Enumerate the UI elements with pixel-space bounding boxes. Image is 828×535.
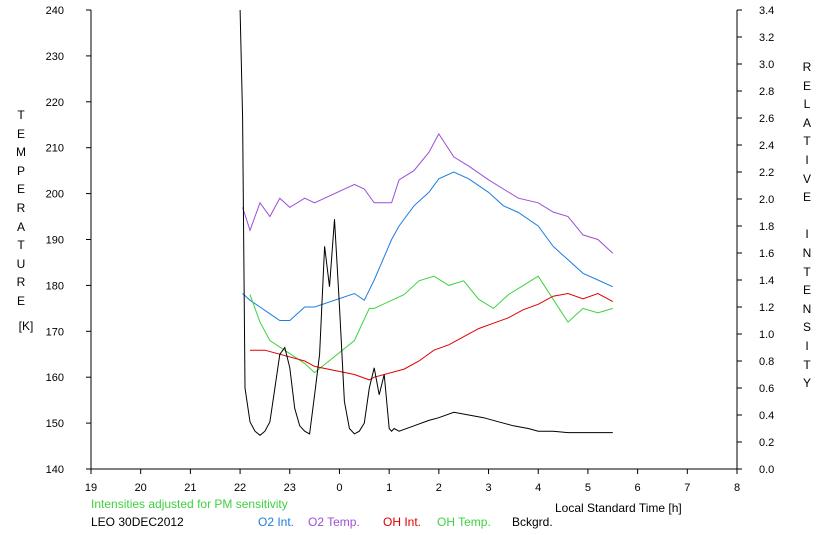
axis-title-letter: E (802, 78, 811, 93)
y-right-tick-label: 1.0 (759, 329, 774, 341)
y-right-tick-label: 1.8 (759, 221, 774, 233)
y-left-tick-label: 190 (46, 235, 64, 247)
axis-title-letter: N (802, 245, 812, 260)
y-right-tick-label: 0.2 (759, 437, 774, 449)
axes: 1401501601701801902002102202302400.00.20… (46, 5, 775, 494)
axis-title-letter: R (802, 60, 812, 74)
axis-title-letter: I (805, 227, 809, 242)
axis-title-letter: T (803, 357, 811, 372)
axis-title-letter: P (16, 163, 25, 178)
x-tick-label: 19 (85, 482, 97, 494)
x-tick-label: 0 (336, 482, 342, 494)
x-tick-label: 2 (436, 482, 442, 494)
axis-title-letter: I (805, 152, 809, 167)
x-tick-label: 3 (485, 482, 491, 494)
series-line-bckgrd (239, 9, 613, 436)
y-right-tick-label: 2.4 (759, 140, 774, 152)
legend-item: OH Int. (383, 515, 422, 529)
y-right-tick-label: 2.0 (759, 194, 774, 206)
y-right-tick-label: 0.0 (759, 464, 774, 476)
y-left-tick-label: 140 (46, 464, 64, 476)
axis-title-letter: T (17, 108, 25, 122)
y-left-tick-label: 180 (46, 280, 64, 292)
y-left-tick-label: 220 (46, 97, 64, 109)
y-axis-left-label: T E M P E R A T U R E [K] (14, 106, 38, 335)
adjustment-note: Intensities adjusted for PM sensitivity (91, 497, 288, 511)
axis-title-letter: R (16, 200, 26, 215)
series-line-oh-temp (249, 275, 613, 374)
x-axis-label: Local Standard Time [h] (555, 501, 682, 515)
legend-item: OH Temp. (437, 515, 491, 529)
y-axis-left-unit: [K] (18, 318, 34, 333)
station-date-label: LEO 30DEC2012 (91, 515, 184, 529)
y-right-tick-label: 1.4 (759, 275, 774, 287)
legend-item: O2 Temp. (308, 515, 360, 529)
y-left-tick-label: 160 (46, 372, 64, 384)
y-left-tick-label: 150 (46, 418, 64, 430)
y-left-tick-label: 230 (46, 51, 64, 63)
y-right-tick-label: 3.0 (759, 59, 774, 71)
y-right-tick-label: 1.2 (759, 302, 774, 314)
series-line-o2-int (242, 171, 614, 321)
x-tick-label: 5 (585, 482, 591, 494)
y-left-tick-label: 200 (46, 189, 64, 201)
y-right-tick-label: 1.6 (759, 248, 774, 260)
axis-title-letter: A (16, 219, 25, 234)
axis-title-letter (800, 207, 814, 226)
axis-title-letter: E (16, 182, 25, 197)
axis-title-letter: Y (802, 376, 811, 391)
y-right-tick-label: 2.8 (759, 86, 774, 98)
axis-title-letter: E (802, 190, 811, 205)
axis-title-letter: L (803, 97, 811, 112)
x-tick-label: 4 (535, 482, 541, 494)
x-tick-label: 8 (734, 482, 740, 494)
series-line-oh-int (250, 292, 614, 381)
x-tick-label: 21 (184, 482, 196, 494)
y-left-tick-label: 240 (46, 5, 64, 17)
x-tick-label: 20 (135, 482, 147, 494)
y-right-tick-label: 2.2 (759, 167, 774, 179)
y-right-tick-label: 3.4 (759, 5, 774, 17)
y-right-tick-label: 2.6 (759, 113, 774, 125)
legend-item: Bckgrd. (512, 515, 553, 529)
y-right-tick-label: 3.2 (759, 32, 774, 44)
axis-title-letter: A (802, 115, 811, 130)
x-tick-label: 6 (635, 482, 641, 494)
axis-title-letter: T (803, 264, 811, 279)
y-right-tick-label: 0.6 (759, 383, 774, 395)
axis-title-letter: N (802, 301, 812, 316)
x-tick-label: 22 (234, 482, 246, 494)
axis-title-letter: E (16, 126, 25, 141)
axis-title-letter: I (805, 338, 809, 353)
series-line-o2-temp (242, 132, 614, 254)
axis-title-letter: U (16, 256, 26, 271)
axis-title-letter: T (17, 238, 25, 253)
axis-title-letter: T (803, 134, 811, 149)
x-tick-label: 1 (386, 482, 392, 494)
y-left-tick-label: 170 (46, 326, 64, 338)
y-right-tick-label: 0.4 (759, 410, 774, 422)
x-tick-label: 7 (684, 482, 690, 494)
axis-title-letter: M (16, 145, 26, 160)
y-right-tick-label: 0.8 (759, 356, 774, 368)
axis-title-letter: V (802, 171, 811, 186)
x-tick-label: 23 (284, 482, 296, 494)
axis-title-letter: E (802, 283, 811, 298)
series-layer (239, 9, 614, 436)
axis-title-letter: R (16, 275, 26, 290)
y-left-tick-label: 210 (46, 143, 64, 155)
axis-title-letter: E (16, 293, 25, 308)
axis-title-letter: S (802, 320, 811, 335)
legend-item: O2 Int. (258, 515, 295, 529)
